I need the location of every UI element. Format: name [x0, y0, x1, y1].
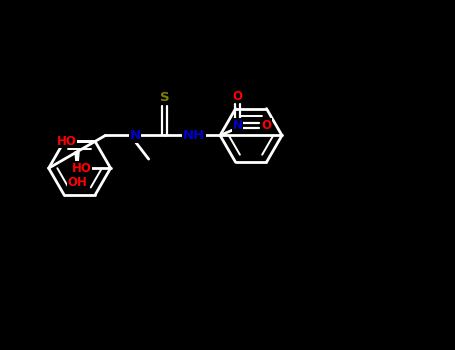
Text: N: N	[233, 119, 243, 132]
Text: N: N	[129, 129, 141, 142]
Text: HO: HO	[56, 135, 76, 148]
Text: HO: HO	[72, 162, 92, 175]
Text: O: O	[233, 90, 243, 103]
Text: S: S	[160, 91, 169, 104]
Text: OH: OH	[67, 176, 87, 189]
Polygon shape	[75, 152, 79, 175]
Text: O: O	[262, 119, 272, 132]
Text: NH: NH	[183, 129, 205, 142]
